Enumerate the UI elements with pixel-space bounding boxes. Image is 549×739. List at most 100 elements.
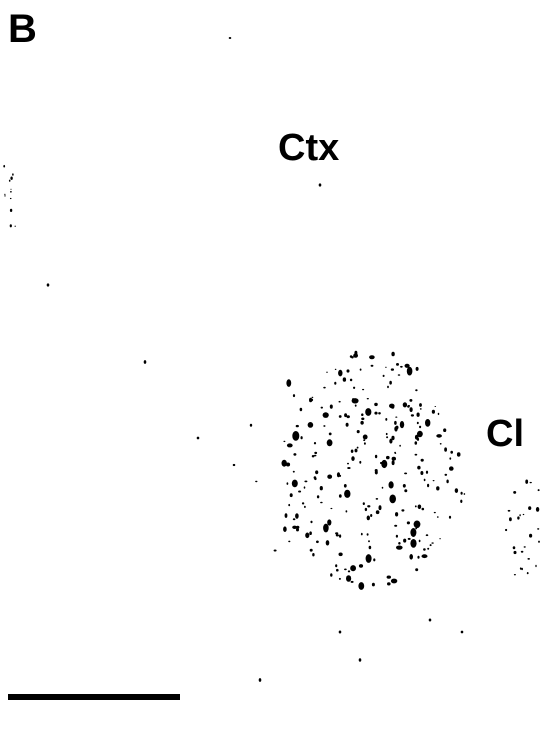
cell <box>538 541 540 543</box>
cell <box>409 554 413 560</box>
cell <box>373 558 375 561</box>
cell <box>312 397 314 398</box>
cell <box>528 506 531 510</box>
cell <box>327 475 332 479</box>
cell <box>344 484 347 488</box>
cell <box>418 505 422 510</box>
cell <box>339 553 343 557</box>
cell <box>347 369 350 372</box>
cell <box>367 533 369 535</box>
cell <box>427 548 429 550</box>
cell <box>420 471 423 475</box>
cell <box>440 443 442 445</box>
cell <box>334 382 336 385</box>
cell <box>410 528 416 537</box>
cell <box>383 375 385 377</box>
cell <box>310 521 312 524</box>
cell <box>364 442 366 445</box>
cell <box>9 180 11 182</box>
cell <box>347 467 350 469</box>
cell <box>323 387 326 389</box>
cell <box>424 479 426 482</box>
cell <box>398 374 401 376</box>
cell <box>323 425 325 427</box>
cell <box>386 436 388 438</box>
cell <box>15 226 16 227</box>
cell <box>436 434 442 438</box>
cell <box>369 355 375 359</box>
cell <box>358 582 364 590</box>
cell <box>314 478 316 481</box>
cell <box>353 387 355 389</box>
cell <box>401 509 404 511</box>
cell <box>423 548 426 550</box>
cell <box>337 472 340 477</box>
cell <box>375 455 377 458</box>
cell <box>233 464 236 466</box>
cell <box>4 194 5 195</box>
cell <box>461 631 464 634</box>
cell <box>372 583 375 587</box>
cell <box>403 484 406 488</box>
cell <box>302 502 304 504</box>
cell <box>417 466 420 470</box>
cell <box>385 418 387 421</box>
cell <box>394 525 397 527</box>
cell <box>310 549 313 552</box>
cell <box>389 495 396 504</box>
cell <box>464 493 466 495</box>
cell <box>10 198 12 199</box>
cell <box>396 363 399 366</box>
cell <box>339 631 342 634</box>
cell <box>386 433 388 435</box>
cell <box>144 360 147 364</box>
cell <box>351 581 354 583</box>
cell <box>409 399 412 402</box>
cell <box>417 413 420 417</box>
cell <box>288 504 290 506</box>
cell <box>295 513 299 519</box>
cell <box>461 492 463 495</box>
cell <box>282 460 287 467</box>
cell <box>505 529 507 531</box>
cell <box>457 452 461 456</box>
cell <box>350 355 353 358</box>
cell <box>320 486 323 490</box>
cell <box>304 481 307 483</box>
cell <box>436 486 439 490</box>
cell <box>314 455 317 457</box>
cell <box>287 482 289 485</box>
cell <box>385 367 387 368</box>
cell <box>352 398 359 403</box>
cell <box>357 430 360 433</box>
cell <box>330 573 332 577</box>
cell <box>460 500 462 503</box>
cell <box>521 551 524 553</box>
cell <box>374 412 377 415</box>
cell <box>529 534 532 538</box>
cell <box>536 507 539 512</box>
cell <box>389 481 394 488</box>
cell <box>367 398 369 399</box>
cell <box>367 505 370 507</box>
cell <box>426 534 429 536</box>
cell <box>449 516 451 519</box>
cell <box>327 519 331 525</box>
cell <box>429 619 432 622</box>
cell <box>519 514 520 516</box>
cell <box>435 406 437 407</box>
cell <box>317 495 319 498</box>
cell <box>351 456 354 461</box>
cell <box>404 473 407 475</box>
cell <box>517 516 519 519</box>
cell <box>283 526 287 532</box>
cell <box>323 412 329 418</box>
cell <box>432 410 435 414</box>
cell <box>316 541 319 544</box>
cell <box>361 533 363 536</box>
cell <box>414 521 421 529</box>
cell <box>339 494 342 498</box>
cell <box>308 422 314 428</box>
cell <box>387 386 389 389</box>
region-label: Cl <box>486 413 524 455</box>
